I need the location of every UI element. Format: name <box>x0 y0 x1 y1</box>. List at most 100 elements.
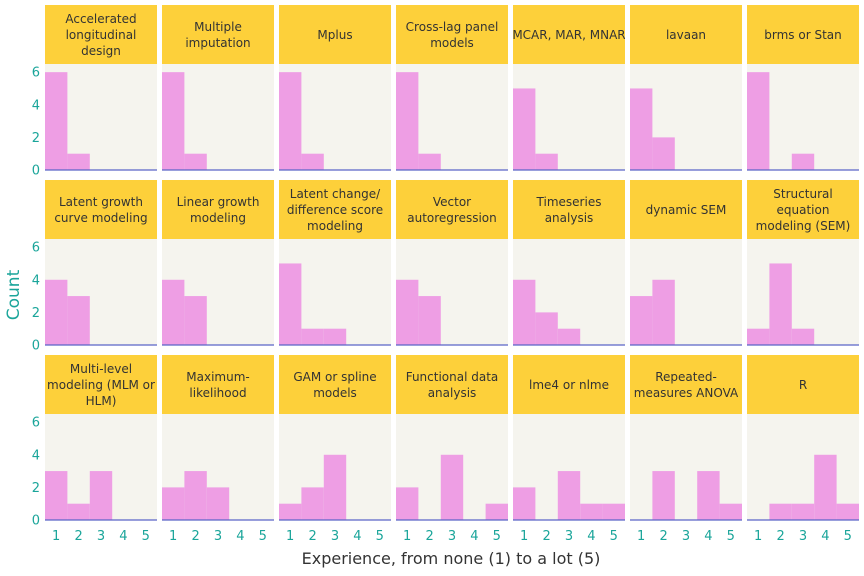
facet-title-line: lme4 or nlme <box>529 378 609 392</box>
x-tick-label: 4 <box>119 529 127 544</box>
facet-panel: Timeseries analysis <box>513 180 625 346</box>
facet-title-line: Latent growth <box>59 195 143 209</box>
facet-panel: GAM or spline models 1 2 3 4 5 <box>279 355 391 544</box>
histogram-bar <box>323 454 347 520</box>
facet-title-line: curve modeling <box>54 211 147 225</box>
facet-title-line: modeling (MLM or <box>47 378 155 392</box>
y-tick-label: 6 <box>32 416 40 431</box>
facet-panel: Latent change/difference score modeling <box>279 180 391 346</box>
facet-strip <box>279 5 391 64</box>
facet-title-line: models <box>313 386 357 400</box>
y-tick-label: 4 <box>32 98 40 113</box>
x-tick-label: 4 <box>236 529 244 544</box>
facet-title-line: likelihood <box>189 386 246 400</box>
facet-title-line: MCAR, MAR, MNAR <box>512 28 625 42</box>
histogram-bar <box>557 471 581 520</box>
y-tick-label: 2 <box>32 481 40 496</box>
histogram-bar <box>697 471 720 520</box>
x-tick-label: 2 <box>776 529 784 544</box>
facet-title-line: Maximum- <box>186 370 249 384</box>
facet-title-line: Repeated- <box>655 370 717 384</box>
facet-strip <box>396 180 508 239</box>
facet-strip <box>747 180 859 239</box>
histogram-bar <box>45 279 68 345</box>
x-tick-label: 3 <box>97 529 105 544</box>
facet-strip <box>630 5 742 64</box>
facet-panel: Accelerated longitudinal design 0 2 4 6 <box>32 5 157 179</box>
histogram-bar <box>769 263 792 345</box>
facet-panel: brms or Stan <box>747 5 859 171</box>
facet-title-line: autoregression <box>407 211 497 225</box>
facet-title-line: Multi-level <box>70 362 132 376</box>
facet-title-line: Linear growth <box>177 195 260 209</box>
histogram-bar <box>418 296 441 345</box>
facet-panel: Vector autoregression <box>396 180 508 346</box>
x-tick-label: 4 <box>470 529 478 544</box>
y-tick-label: 6 <box>32 66 40 81</box>
histogram-bar <box>719 503 742 520</box>
histogram-bar <box>301 487 324 520</box>
facet-strip <box>162 5 274 64</box>
histogram-bar <box>184 296 207 345</box>
x-tick-label: 1 <box>637 529 645 544</box>
histogram-bar <box>67 153 90 170</box>
facet-title-line: Mplus <box>317 28 352 42</box>
x-tick-label: 5 <box>493 529 501 544</box>
facet-title-line: HLM) <box>86 394 117 408</box>
histogram-bar <box>513 88 536 170</box>
x-tick-label: 2 <box>191 529 199 544</box>
facet-title-line: models <box>430 36 474 50</box>
histogram-bar <box>652 471 675 520</box>
x-tick-label: 1 <box>403 529 411 544</box>
histogram-bar <box>630 88 653 170</box>
facet-title-line: brms or Stan <box>764 28 841 42</box>
x-tick-label: 1 <box>286 529 294 544</box>
histogram-bar <box>162 72 185 170</box>
x-tick-label: 2 <box>425 529 433 544</box>
facet-title-line: analysis <box>545 211 594 225</box>
histogram-bar <box>45 471 68 520</box>
y-tick-label: 2 <box>32 131 40 146</box>
facet-title-line: design <box>81 44 121 58</box>
x-tick-label: 2 <box>542 529 550 544</box>
x-tick-label: 3 <box>682 529 690 544</box>
x-tick-label: 4 <box>353 529 361 544</box>
x-tick-label: 1 <box>169 529 177 544</box>
x-tick-label: 1 <box>52 529 60 544</box>
facet-strip <box>162 355 274 414</box>
y-tick-label: 0 <box>32 514 40 529</box>
histogram-bar <box>747 328 770 345</box>
histogram-bar <box>535 153 558 170</box>
histogram-bar <box>45 72 68 170</box>
facet-title-line: Latent change/ <box>290 187 381 201</box>
histogram-bar <box>279 503 302 520</box>
facet-title-line: Functional data <box>406 370 499 384</box>
x-tick-label: 5 <box>844 529 852 544</box>
facet-title-line: modeling (SEM) <box>756 219 851 233</box>
facet-panel: Cross-lag panel models <box>396 5 508 171</box>
x-tick-label: 5 <box>727 529 735 544</box>
facet-panel: dynamic SEM <box>630 180 742 346</box>
x-tick-label: 4 <box>587 529 595 544</box>
facet-strip <box>513 355 625 414</box>
facet-strip <box>279 355 391 414</box>
x-tick-label: 5 <box>259 529 267 544</box>
x-tick-label: 3 <box>799 529 807 544</box>
facet-title-line: Accelerated <box>65 12 136 26</box>
facet-title-line: Cross-lag panel <box>406 20 499 34</box>
histogram-bar <box>396 487 419 520</box>
facet-panel: Multiple imputation <box>162 5 274 171</box>
histogram-bar <box>791 328 815 345</box>
facet-strip <box>45 5 157 64</box>
histogram-bar <box>580 503 603 520</box>
facet-panel: Latent growth curve modeling 0 2 4 6 <box>32 180 157 354</box>
histogram-bar <box>652 137 675 170</box>
facet-title-line: lavaan <box>666 28 706 42</box>
facet-panel: Repeated-measures ANOVA 1 2 3 4 5 <box>630 355 742 544</box>
facet-title-line: longitudinal <box>66 28 137 42</box>
facet-strip <box>45 355 157 414</box>
x-tick-label: 5 <box>142 529 150 544</box>
histogram-bar <box>535 312 558 345</box>
histogram-bar <box>301 328 324 345</box>
